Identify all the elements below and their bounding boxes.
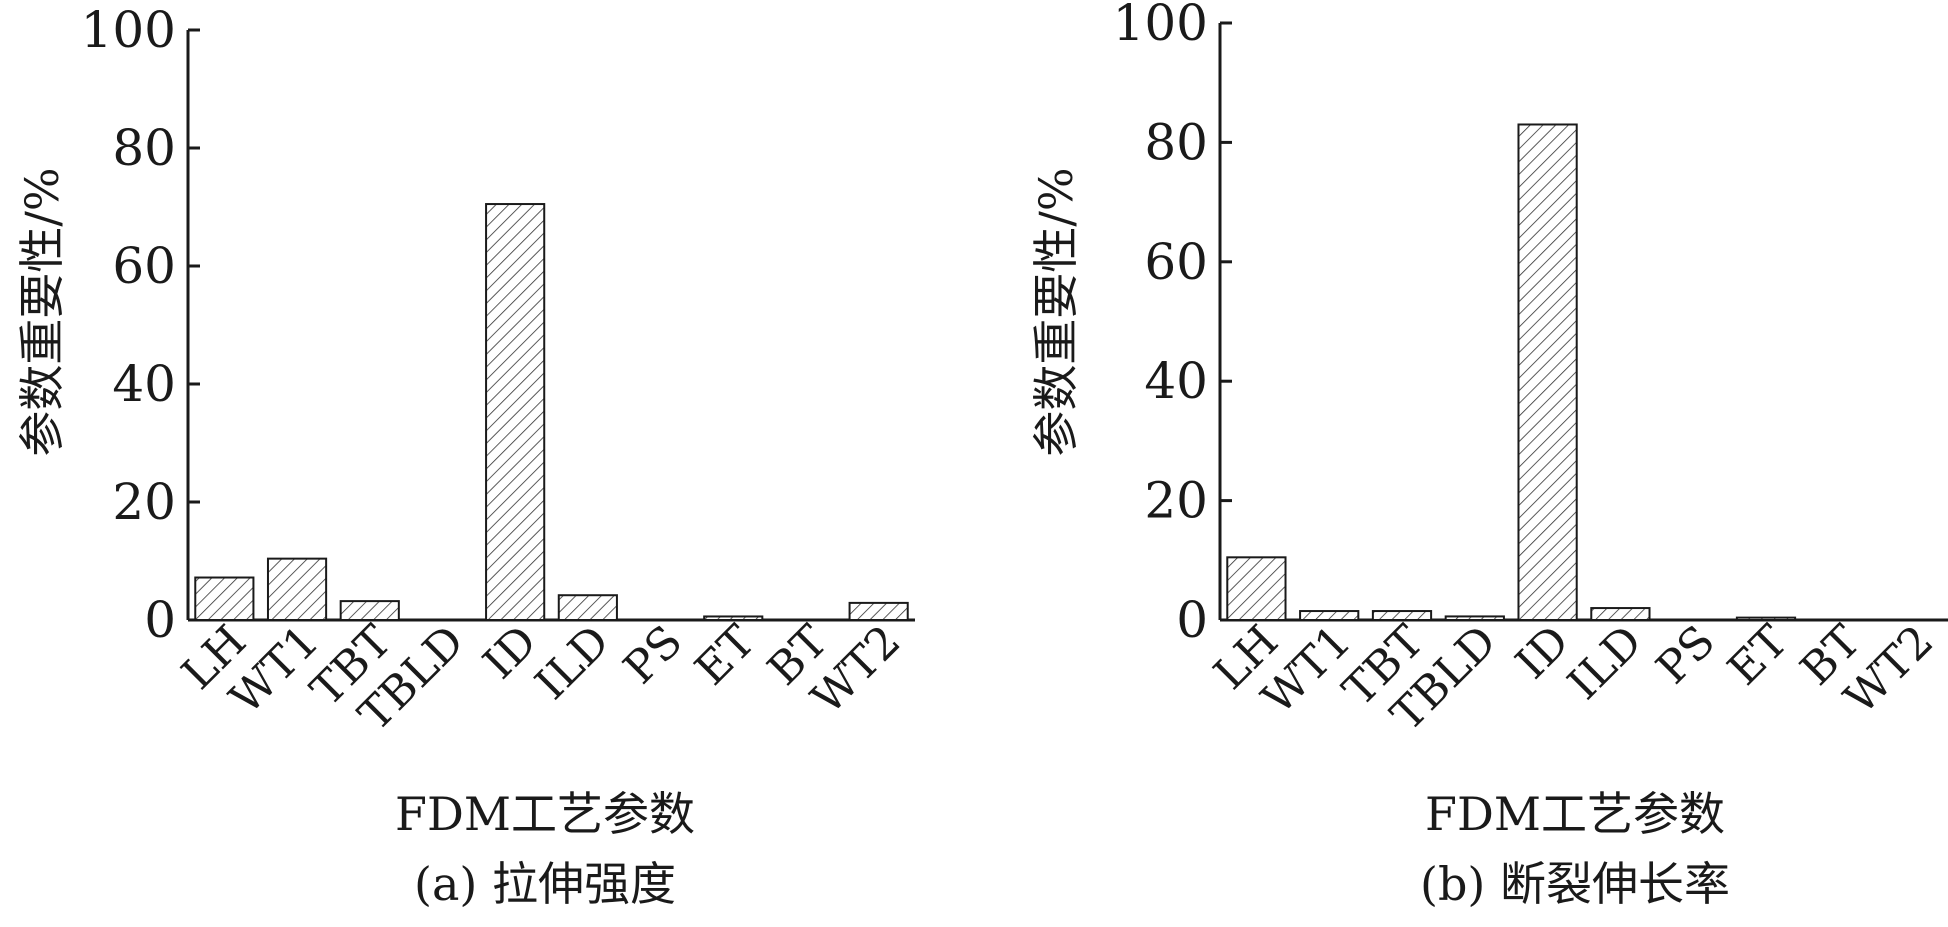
y-tick-label-a: 40 [112, 355, 176, 413]
bar-wt1-b [1299, 610, 1360, 621]
y-axis-label-a: 参数重要性/% [15, 167, 69, 456]
bar-ps-a [630, 618, 691, 621]
bar-ild-a [557, 594, 618, 621]
y-tick-label-b: 60 [1144, 233, 1208, 291]
y-tick-label-a: 100 [81, 1, 176, 59]
bar-wt1-a [266, 557, 328, 622]
y-tick-label-b: 80 [1144, 113, 1208, 171]
x-tick-label-ild-a: ILD [526, 616, 620, 710]
y-tick-label-b: 40 [1144, 352, 1208, 410]
bar-id-b [1517, 123, 1578, 622]
y-tick-label-a: 80 [112, 119, 176, 177]
x-axis-label-a: FDM工艺参数 [395, 787, 695, 841]
x-tick-label-et-b: ET [1718, 616, 1798, 696]
bar-tbld-a [412, 618, 473, 621]
bar-et-a [703, 615, 764, 622]
bar-tbt-a [339, 600, 400, 621]
x-axis-label-b: FDM工艺参数 [1425, 787, 1725, 841]
bar-wt2-b [1881, 618, 1942, 621]
y-tick-label-a: 0 [144, 591, 176, 649]
y-tick-label-b: 100 [1113, 0, 1208, 52]
bar-tbt-b [1371, 610, 1433, 621]
x-tick-label-ps-a: PS [614, 616, 692, 694]
bar-id-a [485, 203, 546, 622]
x-tick-label-ild-b: ILD [1558, 616, 1652, 710]
caption-b: (b) 断裂伸长率 [1420, 857, 1730, 911]
bar-wt2-a [848, 601, 909, 622]
y-tick-label-b: 20 [1144, 472, 1208, 530]
bar-tbld-b [1444, 615, 1505, 622]
x-tick-label-et-a: ET [686, 616, 766, 696]
bar-bt-a [775, 618, 837, 621]
x-tick-label-ps-b: PS [1647, 616, 1725, 694]
bar-lh-b [1226, 556, 1287, 622]
y-tick-label-b: 0 [1176, 591, 1208, 649]
y-tick-label-a: 60 [112, 237, 176, 295]
bar-ild-b [1590, 607, 1651, 621]
bar-et-b [1735, 616, 1797, 621]
bar-ps-b [1663, 618, 1724, 621]
caption-a: (a) 拉伸强度 [414, 857, 676, 911]
y-tick-label-a: 20 [112, 473, 176, 531]
bar-lh-a [194, 576, 255, 622]
y-axis-label-b: 参数重要性/% [1029, 167, 1083, 456]
bar-bt-b [1808, 618, 1869, 621]
